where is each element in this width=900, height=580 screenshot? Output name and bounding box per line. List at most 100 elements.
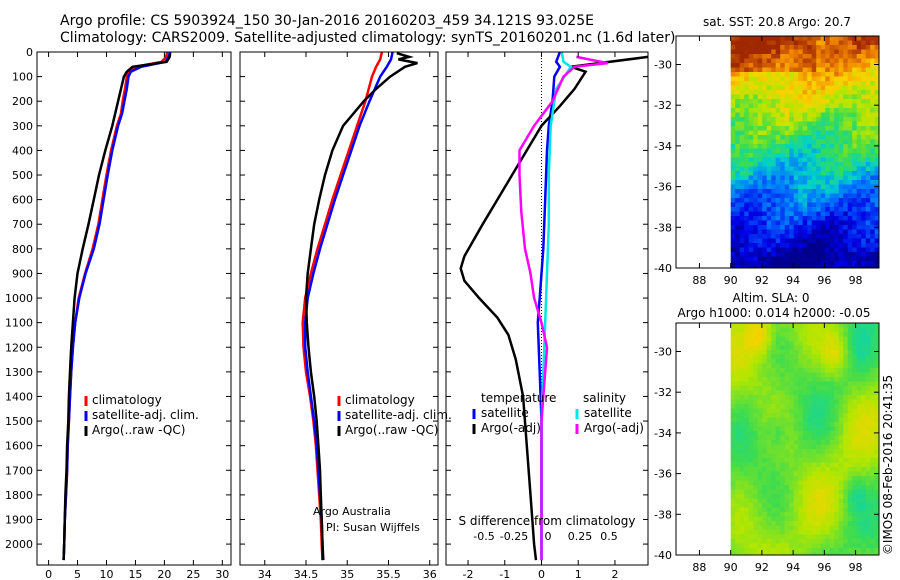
map-cell <box>730 422 736 427</box>
map-cell <box>838 229 844 235</box>
map-cell <box>865 193 871 199</box>
map-cell <box>811 130 817 136</box>
map-cell <box>771 458 777 463</box>
map-cell <box>834 453 840 459</box>
map-cell <box>856 440 862 445</box>
map-cell <box>798 471 804 477</box>
map-cell <box>793 494 799 499</box>
map-cell <box>780 216 786 221</box>
map-cell <box>807 413 813 418</box>
map-cell <box>816 157 822 163</box>
map-cell <box>825 435 831 441</box>
map-cell <box>735 103 741 109</box>
secondary-tick-label: -0.25 <box>500 530 528 543</box>
map-cell <box>861 76 867 82</box>
map-cell <box>829 72 835 77</box>
map-cell <box>766 399 772 405</box>
map-cell <box>820 90 826 95</box>
map-cell <box>874 175 879 181</box>
map-cell <box>784 395 790 400</box>
map-cell <box>843 341 849 346</box>
map-cell <box>757 327 763 333</box>
y-tick-label: 400 <box>12 144 33 157</box>
map-cell <box>748 345 754 351</box>
map-cell <box>753 175 759 181</box>
map-cell <box>811 530 817 535</box>
map-cell <box>847 539 853 544</box>
map-cell <box>856 99 862 104</box>
map-cell <box>811 435 817 441</box>
map-cell <box>789 543 795 549</box>
map-cell <box>811 247 817 253</box>
map-cell <box>820 444 826 450</box>
map-cell <box>744 377 750 382</box>
map-cell <box>825 256 831 262</box>
map-cell <box>807 323 813 328</box>
map-cell <box>856 85 862 91</box>
map-cell <box>820 58 826 64</box>
map-cell <box>829 377 835 382</box>
map-cell <box>861 368 867 373</box>
map-cell <box>843 440 849 445</box>
map-cell <box>874 494 879 499</box>
map-cell <box>838 139 844 145</box>
map-cell <box>861 148 867 154</box>
map-cell <box>861 516 867 522</box>
map-cell <box>834 386 840 391</box>
map-cell <box>834 494 840 499</box>
map-cell <box>870 530 876 535</box>
map-cell <box>739 144 745 149</box>
map-cell <box>739 476 745 481</box>
map-cell <box>748 63 754 68</box>
map-cell <box>753 543 759 549</box>
map-cell <box>807 372 813 378</box>
map-cell <box>816 166 822 172</box>
map-cell <box>820 543 826 549</box>
map-cell <box>789 247 795 253</box>
map-cell <box>798 108 804 113</box>
map-cell <box>856 40 862 46</box>
y-tick-label: 1100 <box>5 317 33 330</box>
map-cell <box>775 54 781 59</box>
map-cell <box>766 494 772 499</box>
map-cell <box>798 444 804 450</box>
map-cell <box>789 422 795 427</box>
map-cell <box>784 121 790 127</box>
map-cell <box>762 117 768 122</box>
map-cell <box>757 516 763 522</box>
map-cell <box>874 193 879 199</box>
map-cell <box>762 543 768 549</box>
map-cell <box>753 202 759 208</box>
map-cell <box>793 530 799 535</box>
map-cell <box>843 76 849 82</box>
map-cell <box>775 368 781 373</box>
map-cell <box>775 440 781 445</box>
map-cell <box>847 162 853 167</box>
map-cell <box>865 516 871 522</box>
map-cell <box>757 507 763 513</box>
map-cell <box>861 175 867 181</box>
map-cell <box>739 76 745 82</box>
map-cell <box>771 534 777 540</box>
map-cell <box>852 184 858 190</box>
map-cell <box>739 148 745 154</box>
map-cell <box>762 234 768 239</box>
map-cell <box>829 516 835 522</box>
map-cell <box>757 413 763 418</box>
map-cell <box>730 211 736 217</box>
map-cell <box>784 327 790 333</box>
map-cell <box>807 54 813 59</box>
map-cell <box>811 444 817 450</box>
map-cell <box>762 229 768 235</box>
map-cell <box>744 413 750 418</box>
map-cell <box>874 67 879 73</box>
map-cell <box>865 243 871 248</box>
map-cell <box>820 162 826 167</box>
map-cell <box>820 417 826 423</box>
map-cell <box>775 525 781 531</box>
map-cell <box>843 189 849 194</box>
map-title: Argo h1000: 0.014 h2000: -0.05 <box>678 306 871 320</box>
map-cell <box>793 543 799 549</box>
map-cell <box>780 381 786 387</box>
map-cell <box>807 345 813 351</box>
